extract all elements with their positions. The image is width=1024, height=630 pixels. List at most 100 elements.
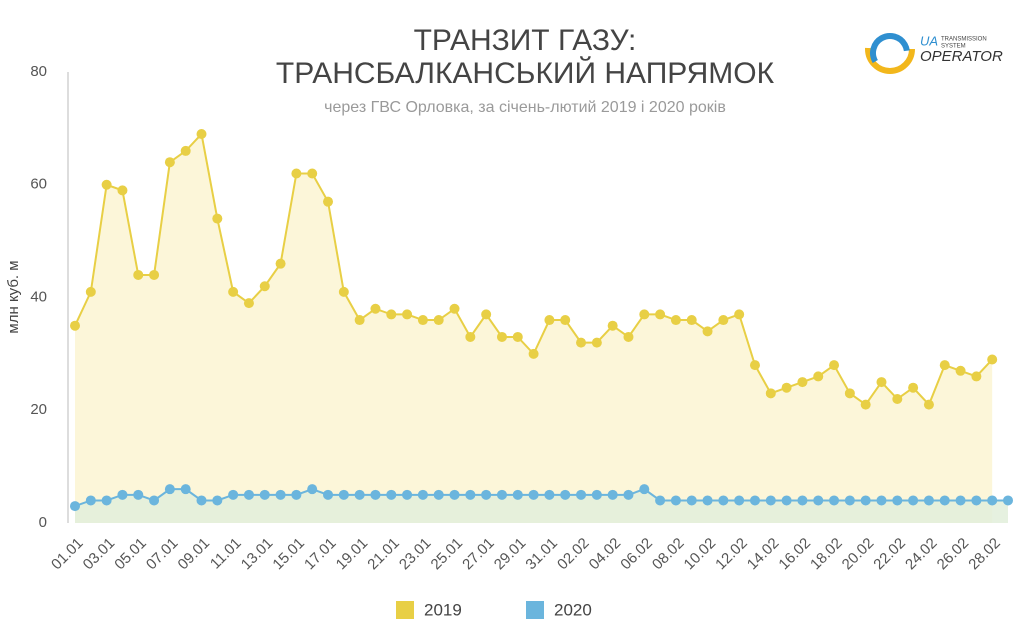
point — [844, 495, 855, 506]
point — [1003, 495, 1013, 506]
point — [955, 365, 966, 376]
logo-text: UA — [920, 33, 938, 48]
x-tick-label: 27.01 — [459, 535, 498, 574]
x-tick-label: 26.02 — [934, 535, 973, 574]
point — [702, 495, 713, 506]
point — [544, 489, 555, 500]
x-tick-label: 09.01 — [175, 535, 214, 574]
x-tick-label: 17.01 — [301, 535, 340, 574]
point — [623, 331, 634, 342]
point — [892, 495, 903, 506]
x-tick-label: 31.01 — [522, 535, 561, 574]
point — [85, 495, 96, 506]
point — [496, 331, 507, 342]
point — [370, 303, 381, 314]
point — [923, 495, 934, 506]
point — [512, 331, 523, 342]
point — [655, 495, 666, 506]
chart-title: ТРАНСБАЛКАНСЬКИЙ НАПРЯМОК — [276, 56, 775, 90]
point — [417, 315, 428, 326]
logo-text: TRANSMISSION — [941, 37, 987, 43]
point — [465, 489, 476, 500]
point — [560, 489, 571, 500]
point — [734, 495, 745, 506]
point — [133, 269, 144, 280]
point — [417, 489, 428, 500]
point — [749, 495, 760, 506]
point — [860, 495, 871, 506]
point — [259, 281, 270, 292]
point — [686, 495, 697, 506]
point — [386, 489, 397, 500]
legend-swatch — [526, 601, 544, 619]
point — [923, 399, 934, 410]
x-tick-label: 06.02 — [617, 535, 656, 574]
point — [70, 501, 80, 512]
x-tick-label: 18.02 — [807, 535, 846, 574]
logo-ring — [865, 24, 915, 74]
point — [987, 354, 998, 365]
x-tick-label: 22.02 — [870, 535, 909, 574]
legend-swatch — [396, 601, 414, 619]
point — [402, 489, 413, 500]
point — [639, 484, 650, 495]
x-tick-label: 20.02 — [839, 535, 878, 574]
point — [971, 495, 982, 506]
point — [449, 489, 460, 500]
point — [149, 269, 160, 280]
point — [686, 315, 697, 326]
x-tick-label: 25.01 — [428, 535, 467, 574]
x-tick-label: 10.02 — [681, 535, 720, 574]
x-tick-label: 29.01 — [491, 535, 530, 574]
y-tick-label: 80 — [30, 63, 47, 80]
y-tick-label: 40 — [30, 288, 47, 305]
point — [560, 315, 571, 326]
point — [765, 388, 776, 399]
point — [291, 168, 302, 179]
point — [85, 286, 96, 297]
point — [307, 484, 318, 495]
point — [70, 320, 80, 331]
point — [402, 309, 413, 320]
point — [860, 399, 871, 410]
point — [101, 179, 112, 190]
y-tick-label: 60 — [30, 176, 47, 193]
x-tick-label: 15.01 — [269, 535, 308, 574]
point — [275, 258, 286, 269]
point — [149, 495, 160, 506]
logo-text: SYSTEM — [941, 44, 966, 50]
point — [212, 213, 223, 224]
point — [908, 495, 919, 506]
point — [512, 489, 523, 500]
point — [971, 371, 982, 382]
point — [655, 309, 666, 320]
area — [75, 134, 993, 523]
point — [307, 168, 318, 179]
point — [243, 489, 254, 500]
point — [844, 388, 855, 399]
point — [781, 495, 792, 506]
point — [323, 489, 334, 500]
point — [291, 489, 302, 500]
point — [908, 382, 919, 393]
point — [433, 489, 444, 500]
chart-title: ТРАНЗИТ ГАЗУ: — [414, 24, 637, 57]
point — [275, 489, 286, 500]
point — [781, 382, 792, 393]
point — [243, 298, 254, 309]
x-tick-label: 21.01 — [364, 535, 403, 574]
x-tick-label: 12.02 — [712, 535, 751, 574]
point — [797, 377, 808, 388]
x-tick-label: 07.01 — [143, 535, 182, 574]
y-tick-label: 20 — [30, 401, 47, 418]
point — [591, 489, 602, 500]
point — [876, 377, 887, 388]
point — [117, 489, 128, 500]
point — [939, 495, 950, 506]
point — [734, 309, 745, 320]
point — [670, 315, 681, 326]
point — [354, 315, 365, 326]
point — [955, 495, 966, 506]
point — [591, 337, 602, 348]
